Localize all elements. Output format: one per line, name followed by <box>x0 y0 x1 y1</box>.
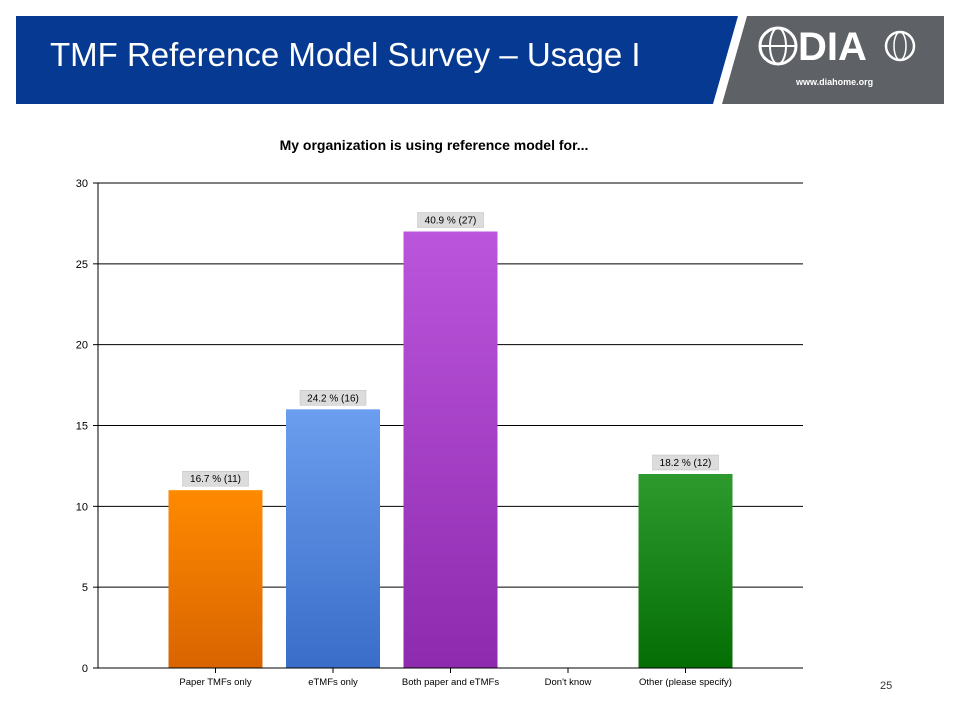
page-number: 25 <box>880 680 893 692</box>
y-tick-label: 10 <box>76 501 88 513</box>
data-label: 18.2 % (12) <box>660 458 712 469</box>
chart-title: My organization is using reference model… <box>279 137 589 153</box>
y-tick-label: 5 <box>82 582 88 594</box>
data-label: 16.7 % (11) <box>190 474 241 485</box>
bar <box>638 474 733 668</box>
logo-url: www.diahome.org <box>796 77 874 87</box>
y-tick-label: 20 <box>76 340 88 352</box>
logo-letters: DIA <box>798 25 867 69</box>
data-label: 40.9 % (27) <box>425 216 477 227</box>
x-tick-label: Both paper and eTMFs <box>402 677 499 688</box>
data-label-box <box>417 212 484 228</box>
data-label-box <box>299 390 367 406</box>
slide-header: TMF Reference Model Survey – Usage I <box>16 16 944 104</box>
bar <box>168 490 263 668</box>
x-tick-label: Don't know <box>545 677 592 688</box>
slide-title: TMF Reference Model Survey – Usage I <box>50 36 641 73</box>
x-tick-label: eTMFs only <box>308 677 358 688</box>
globe-icon <box>758 26 798 66</box>
data-label-box <box>652 454 719 471</box>
data-label: 24.2 % (16) <box>307 393 359 404</box>
dia-logo: DIA <box>758 25 916 69</box>
y-tick-label: 15 <box>76 421 88 433</box>
y-tick-label: 0 <box>82 663 88 675</box>
data-label-box <box>182 470 249 487</box>
x-tick-label: Paper TMFs only <box>179 677 251 688</box>
y-tick-label: 30 <box>76 178 88 190</box>
y-tick-label: 25 <box>76 259 88 271</box>
bar <box>286 409 380 668</box>
globe-icon-right <box>884 30 916 62</box>
bar <box>403 231 498 668</box>
header-blue-band <box>16 16 738 104</box>
x-tick-label: Other (please specify) <box>639 677 732 688</box>
